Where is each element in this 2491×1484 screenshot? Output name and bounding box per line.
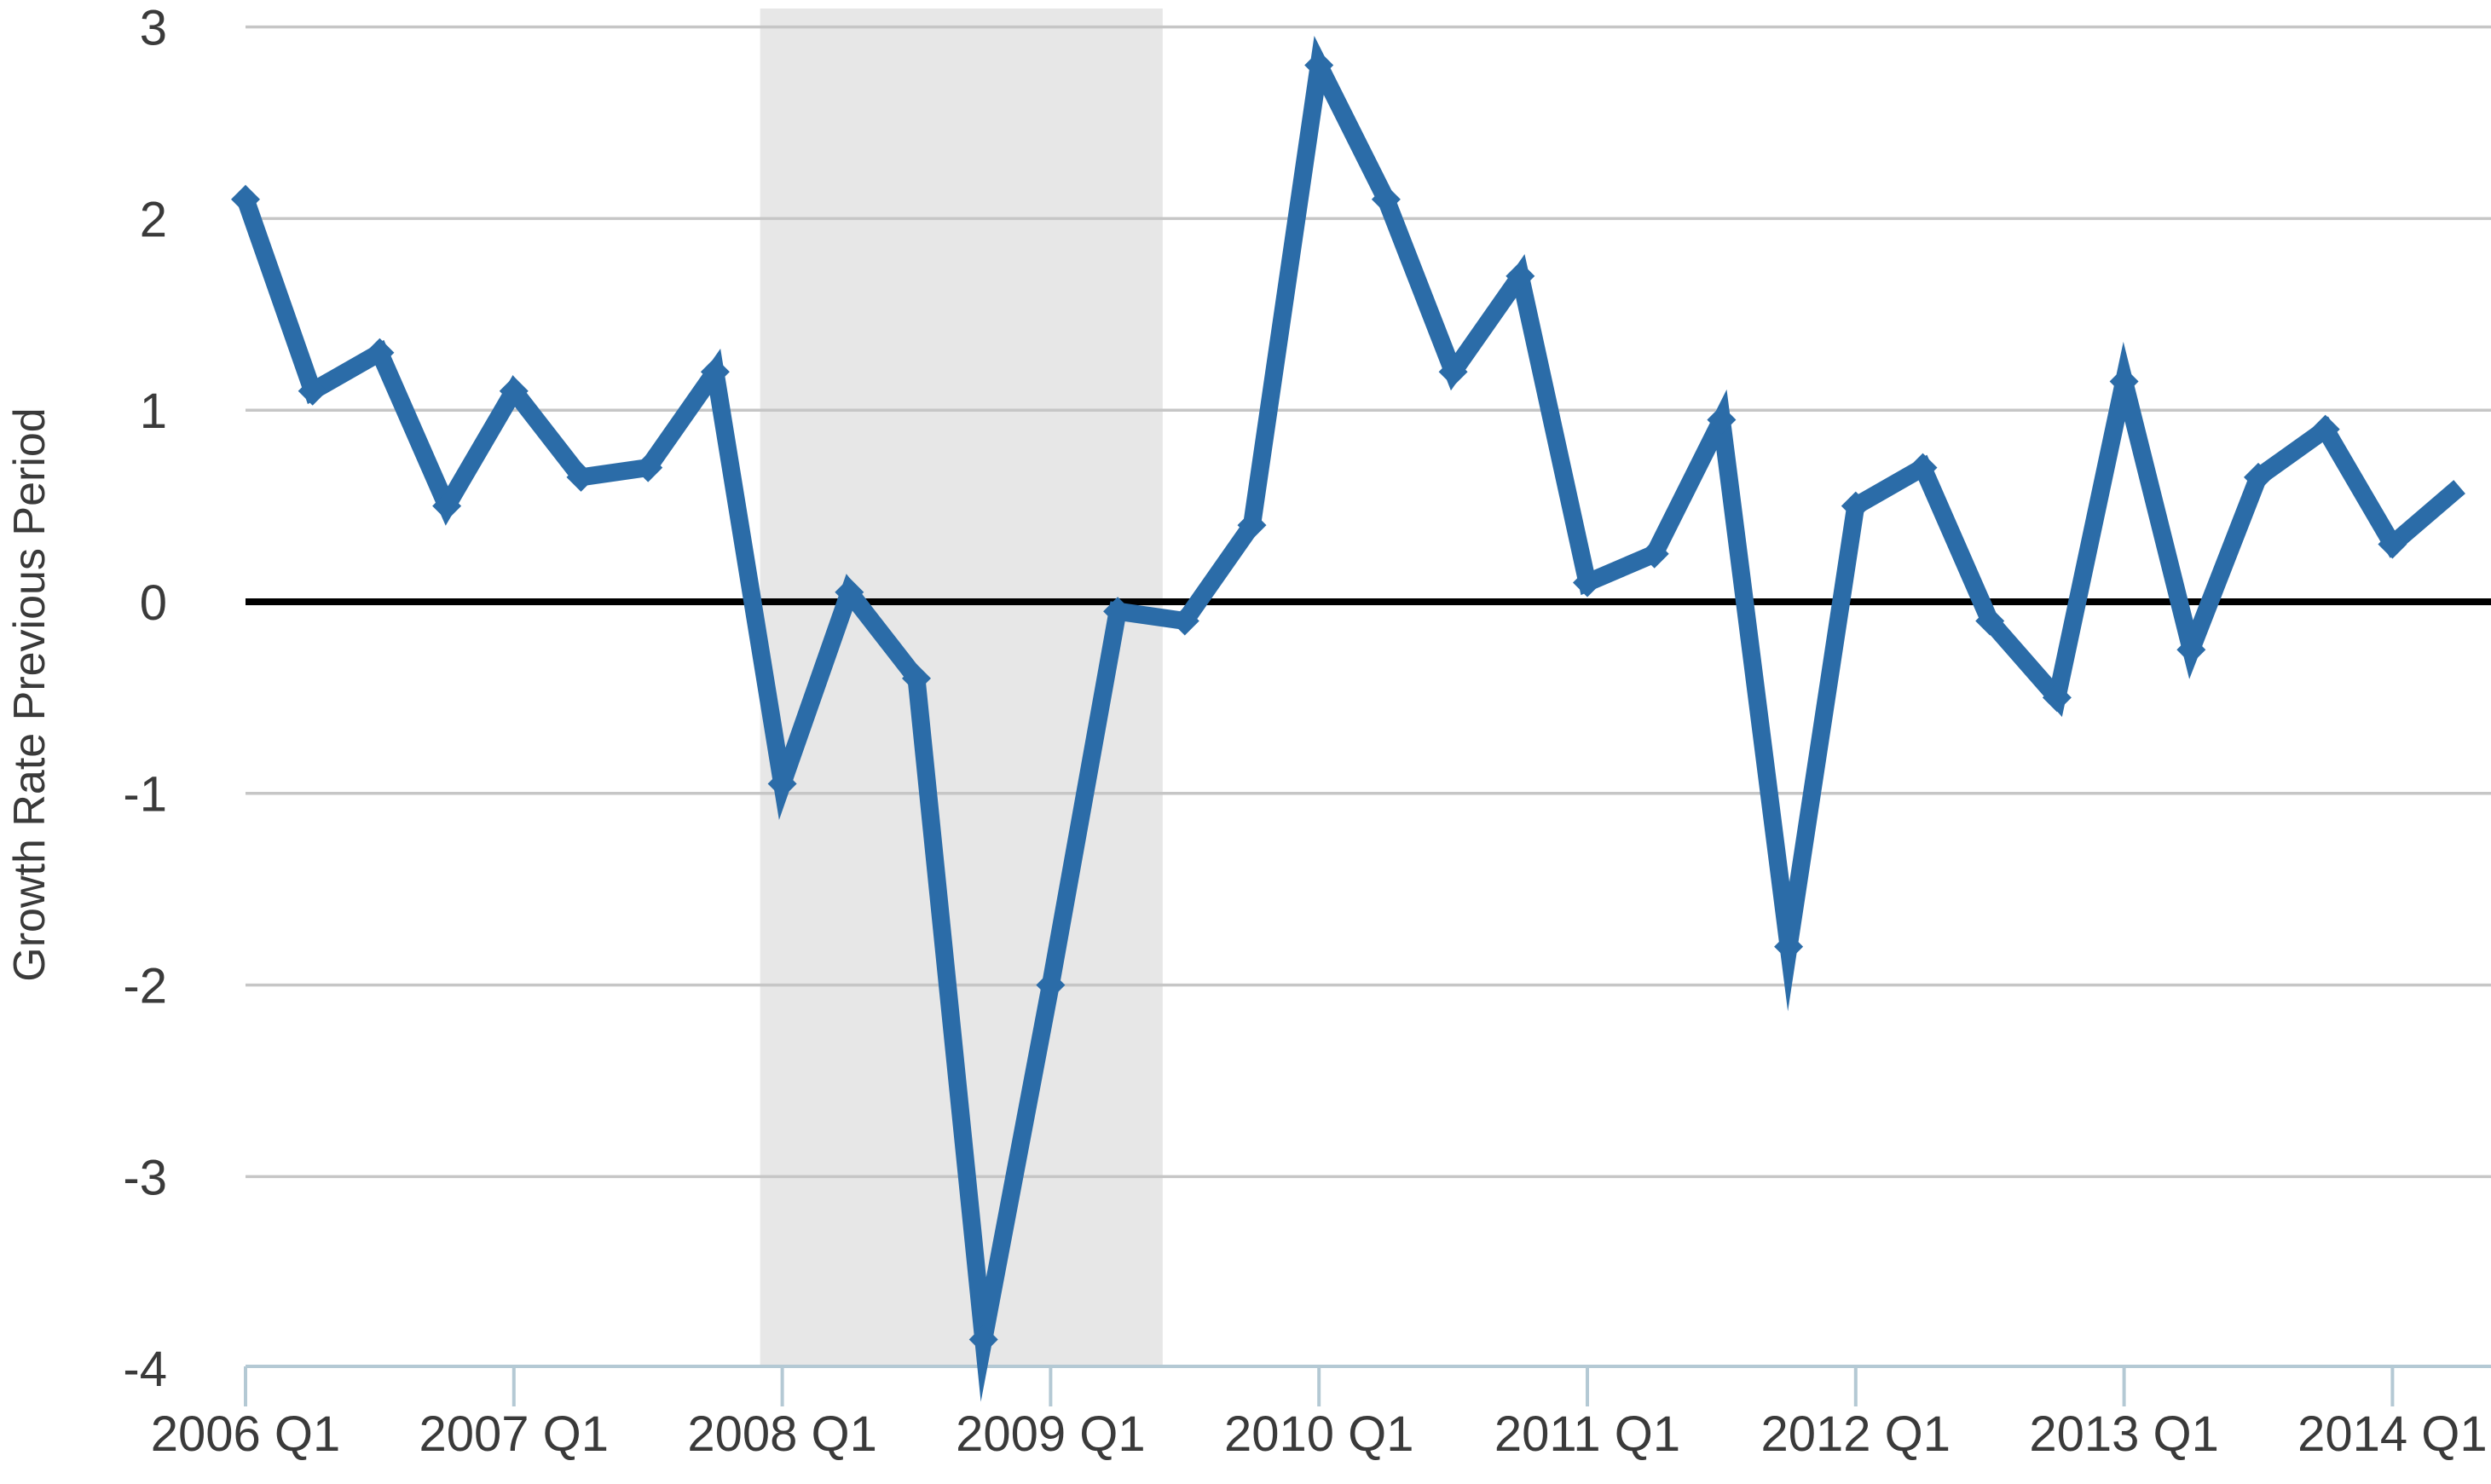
y-tick-label-3: 3 [140,0,167,55]
data-point-marker [1506,261,1535,291]
gridlines-group [246,25,2491,1179]
data-point-marker [1304,50,1334,80]
data-line [237,36,2465,1402]
data-point-marker [633,453,663,482]
data-point-marker [1841,491,1870,521]
data-point-marker [231,184,260,214]
data-point-marker [1774,932,1804,961]
x-axis-tick-labels: 2006 Q1 2007 Q1 2008 Q1 2009 Q1 2010 Q1 2011 … [151,1406,2488,1462]
data-point-marker [566,462,596,492]
data-point-marker [1170,606,1199,636]
data-point-marker [1639,539,1669,569]
x-tick-label-2008-q1: 2008 Q1 [687,1406,877,1462]
y-tick-label--1: -1 [123,767,167,823]
data-point-marker [1908,453,1938,482]
y-tick-label--4: -4 [123,1342,167,1397]
data-point-marker [700,357,730,387]
data-point-marker [1036,970,1066,1000]
data-point-marker [835,577,864,607]
y-tick-label--3: -3 [123,1150,167,1205]
x-tick-label-2010-q1: 2010 Q1 [1224,1406,1414,1462]
data-point-marker [1237,511,1267,540]
data-point-marker [365,338,395,367]
data-point-marker [2109,367,2139,396]
data-point-marker [2042,683,2072,713]
y-tick-label--2: -2 [123,958,167,1013]
data-point-marker [968,1325,998,1354]
x-axis-ticks-group [244,1366,2395,1406]
data-point-marker [767,769,797,799]
x-tick-label-2006-q1: 2006 Q1 [151,1406,341,1462]
data-point-marker [2176,635,2206,665]
data-point-marker [1371,184,1401,214]
data-point-marker [1707,405,1737,435]
x-tick-label-2009-q1: 2009 Q1 [956,1406,1146,1462]
x-tick-label-2013-q1: 2013 Q1 [2029,1406,2219,1462]
data-point-marker [298,376,327,406]
data-point-marker [432,491,462,521]
y-axis-tick-labels: 3 2 1 0 -1 -2 -3 -4 [123,0,167,1397]
data-point-marker [499,376,529,406]
data-point-markers [231,50,2407,1354]
x-tick-label-2014-q1: 2014 Q1 [2297,1406,2488,1462]
data-point-marker [1103,597,1133,627]
data-point-marker [1438,357,1468,387]
y-tick-label-0: 0 [140,575,167,631]
x-tick-label-2007-q1: 2007 Q1 [419,1406,610,1462]
y-axis-title: Growth Rate Previous Period [5,407,55,981]
x-tick-label-2011-q1: 2011 Q1 [1494,1406,1680,1462]
y-tick-label-2: 2 [140,192,167,247]
data-point-marker [2378,529,2407,559]
x-tick-label-2012-q1: 2012 Q1 [1761,1406,1951,1462]
data-point-marker [1975,606,2005,636]
y-tick-label-1: 1 [140,384,167,439]
data-point-marker [902,663,931,693]
data-point-marker [1573,568,1602,598]
data-point-marker [2244,462,2273,492]
data-point-marker [2310,414,2340,444]
